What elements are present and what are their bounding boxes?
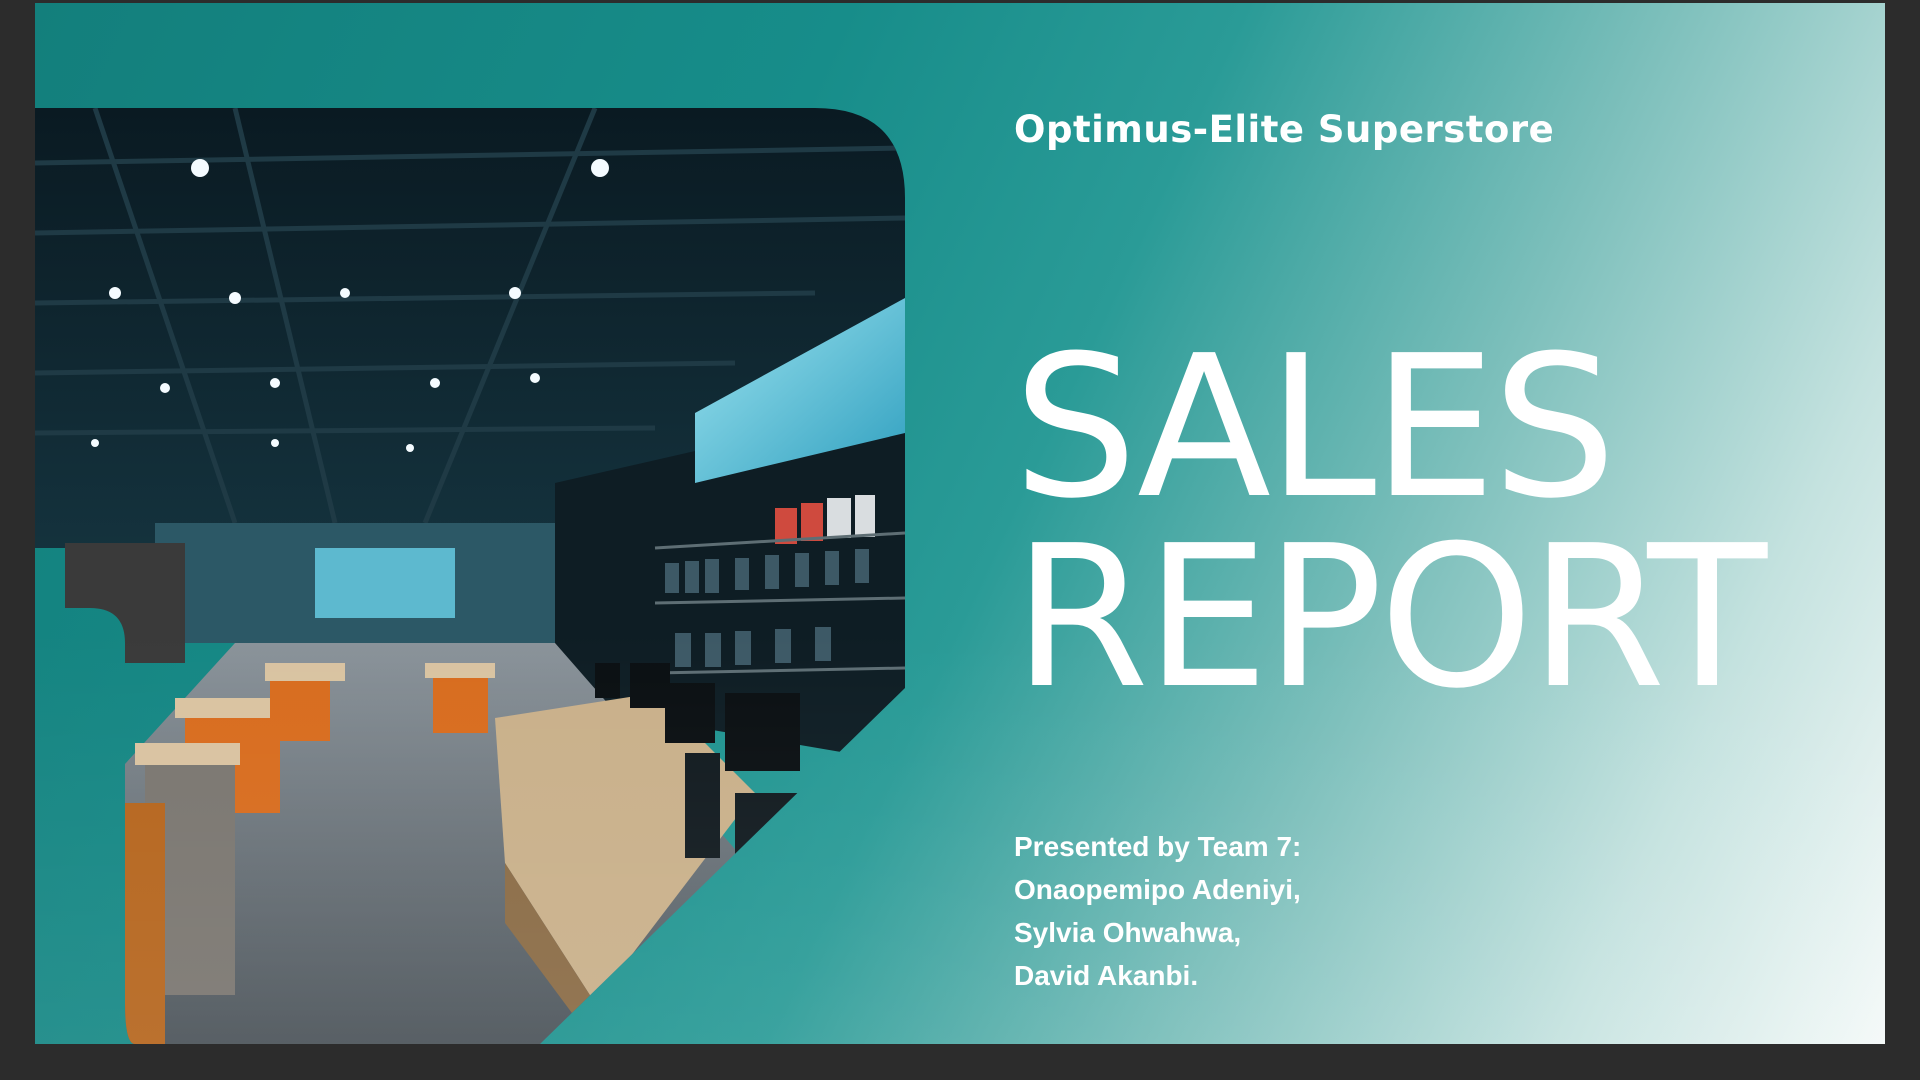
presenter-name: Onaopemipo Adeniyi, (1014, 874, 1301, 905)
presenter-name: David Akanbi. (1014, 960, 1199, 991)
presenter-name: Sylvia Ohwahwa, (1014, 917, 1242, 948)
title-line-report: REPORT (1013, 504, 1767, 732)
title-line-sales: SALES (1013, 314, 1617, 542)
presenters-block: Presented by Team 7: Onaopemipo Adeniyi,… (1014, 825, 1301, 997)
store-name: Optimus-Elite Superstore (1014, 108, 1555, 151)
store-interior-photo (35, 108, 905, 1044)
title-slide: Optimus-Elite Superstore SALES REPORT Pr… (35, 3, 1885, 1044)
presented-by-label: Presented by Team 7: (1014, 831, 1302, 862)
slide-title: SALES REPORT (1013, 314, 1767, 732)
